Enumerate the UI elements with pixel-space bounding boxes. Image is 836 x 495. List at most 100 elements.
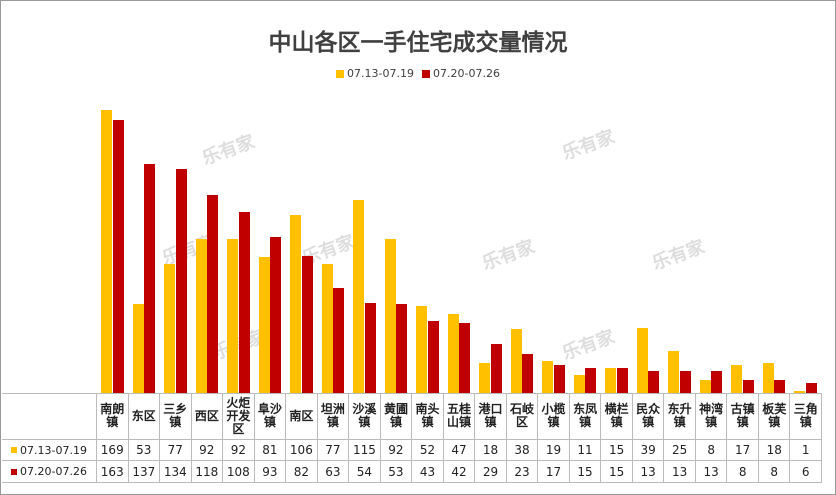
bar — [459, 322, 471, 393]
bar — [585, 367, 597, 393]
table-value: 8 — [758, 461, 791, 483]
bar — [605, 367, 617, 393]
bar — [679, 371, 691, 393]
bar — [542, 361, 554, 393]
table-value: 93 — [254, 461, 287, 483]
chart-title: 中山各区一手住宅成交量情况 — [268, 30, 568, 56]
category-label: 港口镇 — [475, 393, 507, 440]
category-label: 小榄镇 — [538, 393, 570, 440]
bar — [384, 238, 396, 393]
category-label: 阜沙镇 — [254, 393, 287, 440]
table-value: 77 — [317, 440, 350, 461]
bar — [731, 364, 743, 393]
category-label: 西区 — [191, 393, 224, 440]
table-value: 92 — [191, 440, 224, 461]
bar — [553, 364, 565, 393]
bar — [479, 362, 491, 393]
table-value: 25 — [664, 440, 696, 461]
legend-swatch — [336, 69, 345, 78]
category-label: 民众镇 — [632, 393, 665, 440]
table-value: 53 — [380, 461, 413, 483]
legend-label: 07.20-07.26 — [433, 67, 500, 80]
category-label: 坦洲镇 — [317, 393, 350, 440]
watermark: 乐有家 — [199, 131, 258, 170]
table-value: 15 — [601, 440, 633, 461]
legend-swatch — [11, 468, 18, 475]
table-value: 81 — [254, 440, 287, 461]
watermark: 乐有家 — [649, 236, 708, 275]
category-label: 板芙镇 — [758, 393, 791, 440]
category-label: 三乡镇 — [160, 393, 192, 440]
bar — [164, 264, 176, 393]
bar — [333, 287, 345, 393]
table-value: 13 — [632, 461, 665, 483]
bar — [774, 379, 786, 393]
bar — [132, 304, 144, 393]
category-label: 火炬开发区 — [223, 393, 255, 440]
bar — [742, 379, 754, 393]
table-value: 63 — [317, 461, 350, 483]
table-value: 15 — [601, 461, 633, 483]
bar — [301, 255, 313, 393]
table-value: 52 — [412, 440, 444, 461]
table-value: 163 — [97, 461, 129, 483]
table-value: 77 — [160, 440, 192, 461]
legend-label: 07.13-07.19 — [347, 67, 414, 80]
bar — [238, 212, 250, 393]
table-value: 6 — [790, 461, 822, 483]
bar — [490, 344, 502, 393]
table-value: 47 — [443, 440, 476, 461]
row-label: 07.13-07.19 — [20, 443, 87, 457]
table-value: 115 — [349, 440, 381, 461]
table-value: 39 — [632, 440, 665, 461]
bar — [144, 163, 156, 393]
table-value: 137 — [128, 461, 161, 483]
legend-item: 07.13-07.19 — [336, 67, 414, 80]
bar — [636, 327, 648, 393]
bar — [805, 382, 817, 393]
category-label: 古镇镇 — [727, 393, 759, 440]
bar — [427, 320, 439, 393]
bar — [353, 200, 365, 393]
bar — [270, 237, 282, 393]
table-value: 82 — [286, 461, 318, 483]
row-header: 07.20-07.26 — [2, 461, 97, 483]
table-value: 17 — [538, 461, 570, 483]
category-label: 横栏镇 — [601, 393, 633, 440]
bar — [522, 354, 534, 393]
category-label: 沙溪镇 — [349, 393, 381, 440]
category-label: 南区 — [286, 393, 318, 440]
table-value: 19 — [538, 440, 570, 461]
table-value: 53 — [128, 440, 161, 461]
table-value: 17 — [727, 440, 759, 461]
bar — [416, 305, 428, 393]
table-value: 23 — [506, 461, 539, 483]
bar — [175, 168, 187, 393]
category-label: 三角镇 — [790, 393, 822, 440]
watermark: 乐有家 — [479, 236, 538, 275]
category-label: 五桂山镇 — [443, 393, 476, 440]
bar — [195, 238, 207, 393]
table-value: 13 — [695, 461, 728, 483]
category-label: 黄圃镇 — [380, 393, 413, 440]
table-value: 92 — [223, 440, 255, 461]
table-corner — [2, 393, 97, 440]
bar — [227, 238, 239, 393]
table-value: 29 — [475, 461, 507, 483]
category-label: 南朗镇 — [97, 393, 129, 440]
table-value: 92 — [380, 440, 413, 461]
legend-swatch — [422, 69, 430, 78]
category-label: 东升镇 — [664, 393, 696, 440]
bar — [616, 367, 628, 393]
bar — [447, 314, 459, 393]
watermark: 乐有家 — [559, 326, 618, 365]
category-label: 石岐区 — [506, 393, 539, 440]
category-label: 神湾镇 — [695, 393, 728, 440]
bar — [396, 304, 408, 393]
bar — [510, 329, 522, 393]
watermark: 乐有家 — [559, 126, 618, 165]
table-value: 118 — [191, 461, 224, 483]
category-label: 南头镇 — [412, 393, 444, 440]
table-value: 13 — [664, 461, 696, 483]
